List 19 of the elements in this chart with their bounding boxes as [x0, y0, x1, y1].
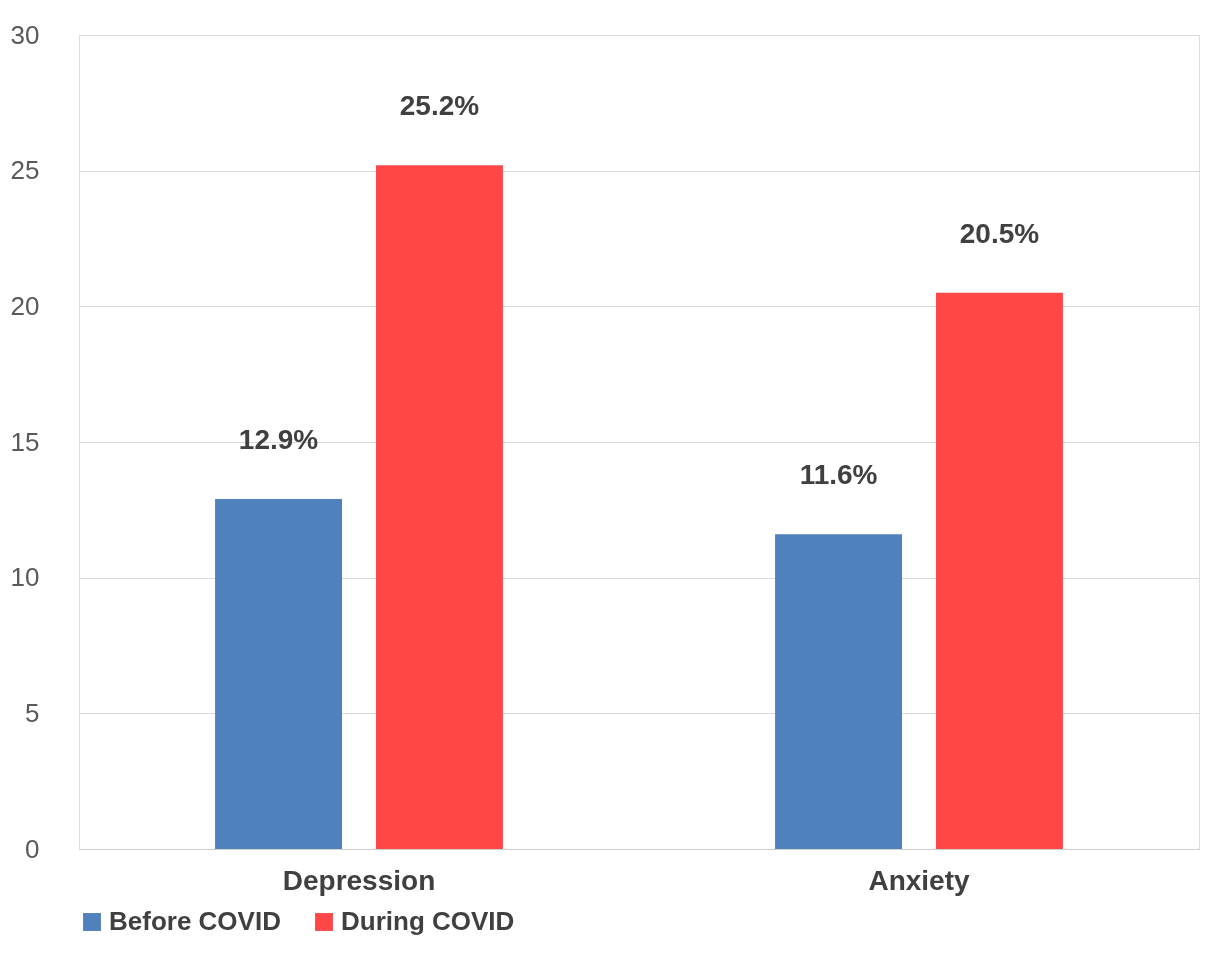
data-label: 20.5% — [959, 217, 1040, 249]
x-tick-label: Anxiety — [868, 864, 970, 896]
data-label: 12.9% — [238, 423, 319, 455]
bar — [375, 165, 503, 849]
legend-label: Before COVID — [109, 906, 281, 936]
bar — [935, 292, 1063, 849]
y-tick-label: 20 — [10, 290, 40, 321]
y-tick-label: 0 — [25, 833, 40, 864]
bar — [215, 498, 343, 849]
y-tick-label: 5 — [25, 697, 40, 728]
y-tick-label: 10 — [10, 562, 40, 593]
x-tick-label: Depression — [282, 864, 436, 896]
y-tick-label: 25 — [10, 155, 40, 186]
y-tick-label: 15 — [10, 426, 40, 457]
data-label: 25.2% — [399, 90, 480, 122]
y-tick-label: 30 — [10, 19, 40, 50]
legend-label: During COVID — [341, 906, 515, 936]
bar — [775, 534, 903, 849]
data-label: 11.6% — [799, 459, 878, 491]
